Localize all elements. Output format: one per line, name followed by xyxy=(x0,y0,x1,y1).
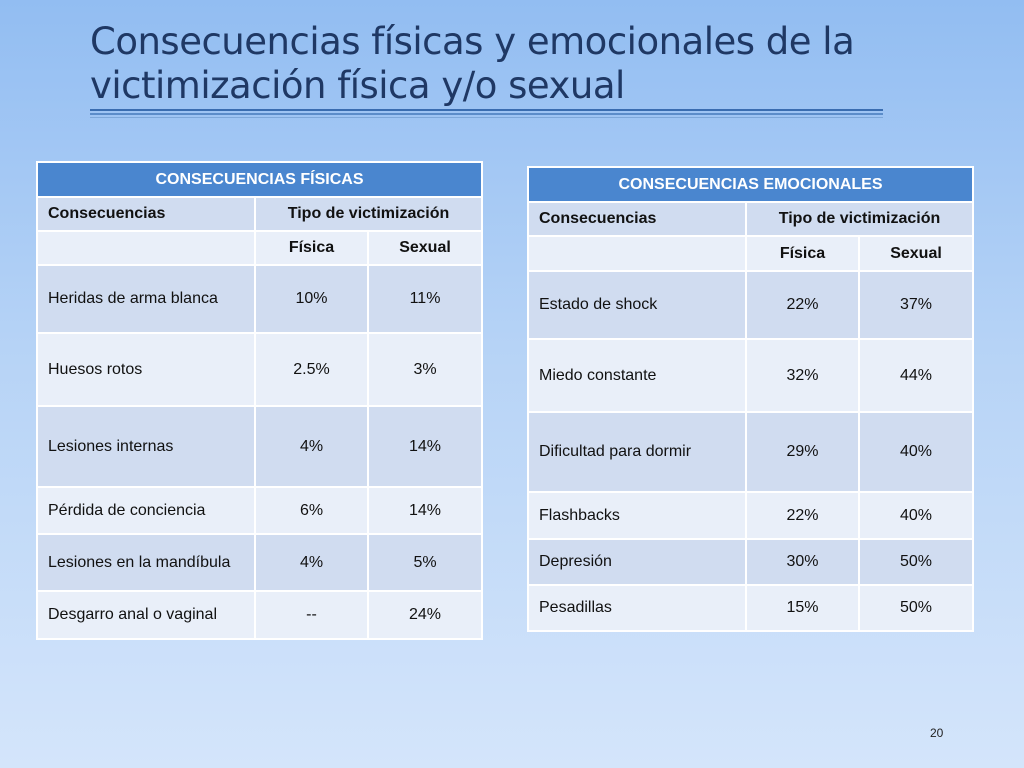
value-sexual: 3% xyxy=(366,332,484,407)
table-row: Depresión 30% 50% xyxy=(527,538,974,586)
table-row: Dificultad para dormir 29% 40% xyxy=(527,411,974,493)
column-header-consecuencias: Consecuencias xyxy=(527,201,747,237)
row-label: Desgarro anal o vaginal xyxy=(36,590,256,640)
table-row: Flashbacks 22% 40% xyxy=(527,491,974,540)
value-sexual: 44% xyxy=(858,338,974,413)
value-fisica: 4% xyxy=(254,405,369,488)
row-label: Depresión xyxy=(527,538,747,586)
column-header-fisica: Física xyxy=(254,230,369,266)
row-label: Heridas de arma blanca xyxy=(36,264,256,334)
value-fisica: 22% xyxy=(745,270,860,340)
row-label: Pérdida de conciencia xyxy=(36,486,256,535)
table-row: Heridas de arma blanca 10% 11% xyxy=(36,264,484,334)
row-label: Estado de shock xyxy=(527,270,747,340)
table-consecuencias-emocionales: CONSECUENCIAS EMOCIONALES Consecuencias … xyxy=(527,166,974,632)
value-fisica: 22% xyxy=(745,491,860,540)
table-row: Pesadillas 15% 50% xyxy=(527,584,974,632)
value-fisica: 2.5% xyxy=(254,332,369,407)
column-header-tipo: Tipo de victimización xyxy=(745,201,974,237)
column-header-tipo: Tipo de victimización xyxy=(253,196,484,232)
table-row: Desgarro anal o vaginal -- 24% xyxy=(36,590,484,640)
value-sexual: 40% xyxy=(858,491,974,540)
table-row: Miedo constante 32% 44% xyxy=(527,338,974,413)
column-header-fisica: Física xyxy=(745,235,860,272)
table-row: Pérdida de conciencia 6% 14% xyxy=(36,486,484,535)
slide-title: Consecuencias físicas y emocionales de l… xyxy=(90,20,855,107)
column-header-consecuencias: Consecuencias xyxy=(36,196,256,232)
value-fisica: 10% xyxy=(254,264,369,334)
row-label: Lesiones en la mandíbula xyxy=(36,533,256,592)
table-row: Lesiones internas 4% 14% xyxy=(36,405,484,488)
table-row: Estado de shock 22% 37% xyxy=(527,270,974,340)
value-sexual: 5% xyxy=(366,533,484,592)
value-sexual: 14% xyxy=(366,486,484,535)
row-label: Miedo constante xyxy=(527,338,747,413)
value-sexual: 40% xyxy=(858,411,974,493)
value-sexual: 50% xyxy=(858,538,974,586)
value-fisica: 32% xyxy=(745,338,860,413)
value-fisica: -- xyxy=(254,590,369,640)
value-fisica: 4% xyxy=(254,533,369,592)
table-consecuencias-fisicas: CONSECUENCIAS FÍSICAS Consecuencias Tipo… xyxy=(35,161,484,640)
row-label: Dificultad para dormir xyxy=(527,411,747,493)
column-header-sexual: Sexual xyxy=(858,235,974,272)
title-underline xyxy=(90,109,883,119)
row-label: Lesiones internas xyxy=(36,405,256,488)
table-row: Lesiones en la mandíbula 4% 5% xyxy=(36,533,484,592)
empty-cell xyxy=(527,235,747,272)
column-header-sexual: Sexual xyxy=(366,230,484,266)
value-fisica: 30% xyxy=(745,538,860,586)
row-label: Pesadillas xyxy=(527,584,747,632)
value-fisica: 15% xyxy=(745,584,860,632)
row-label: Huesos rotos xyxy=(36,332,256,407)
page-number: 20 xyxy=(930,726,944,740)
value-sexual: 14% xyxy=(366,405,484,488)
row-label: Flashbacks xyxy=(527,491,747,540)
value-sexual: 24% xyxy=(366,590,484,640)
value-sexual: 37% xyxy=(858,270,974,340)
empty-cell xyxy=(36,230,256,266)
table-header: CONSECUENCIAS EMOCIONALES xyxy=(527,166,974,203)
table-header: CONSECUENCIAS FÍSICAS xyxy=(35,161,484,198)
value-fisica: 29% xyxy=(745,411,860,493)
value-sexual: 11% xyxy=(366,264,484,334)
value-sexual: 50% xyxy=(858,584,974,632)
table-row: Huesos rotos 2.5% 3% xyxy=(36,332,484,407)
value-fisica: 6% xyxy=(254,486,369,535)
